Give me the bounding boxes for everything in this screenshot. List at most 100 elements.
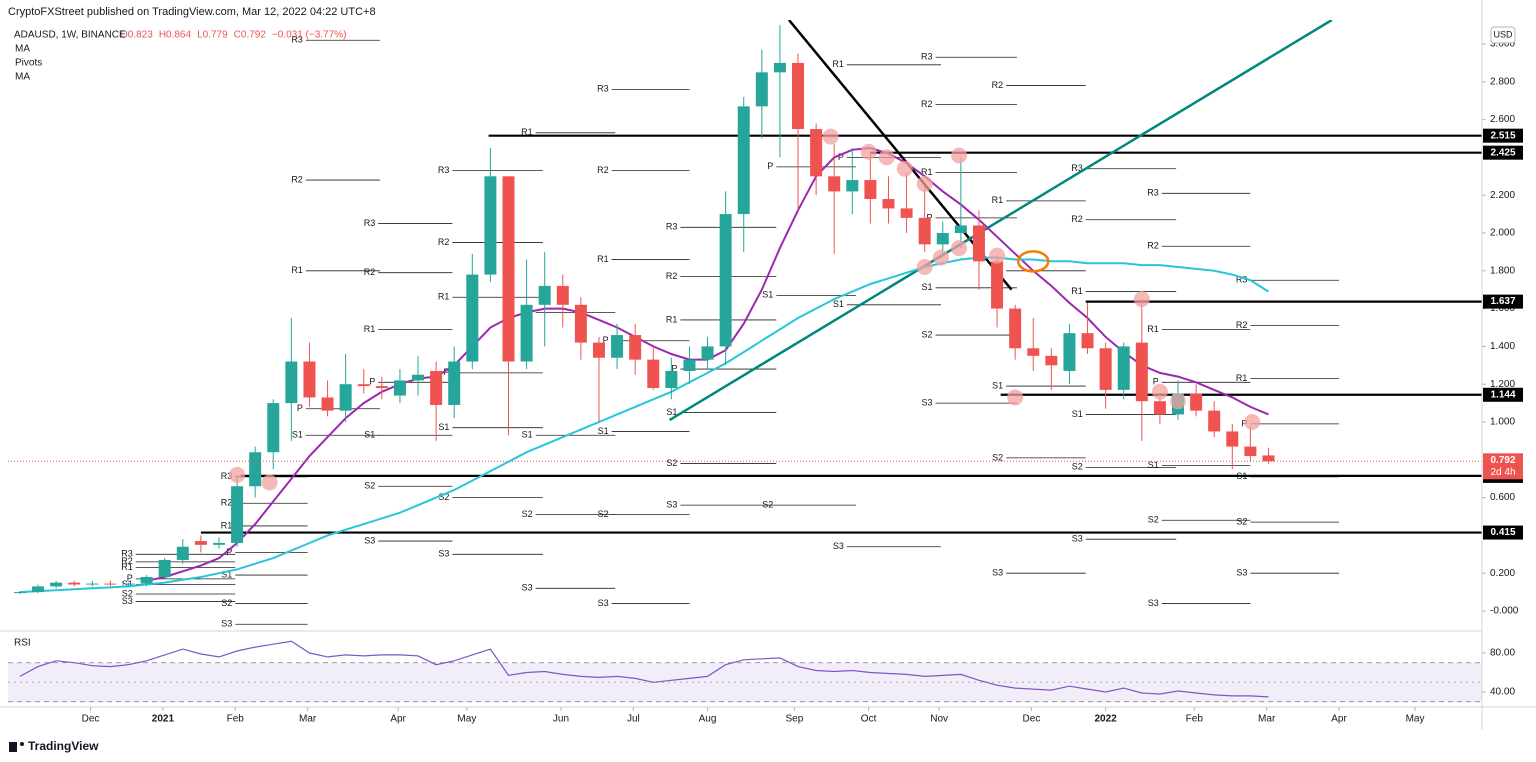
x-tick-label: Mar: [299, 714, 317, 725]
candle-body: [466, 274, 479, 362]
candle-body: [1063, 333, 1076, 371]
ohlc-value: C0.792: [234, 30, 267, 41]
highlight-marker: [916, 175, 933, 192]
highlight-marker: [932, 249, 949, 266]
level-label: 2.515: [1490, 130, 1515, 141]
pivot-label: S2: [364, 481, 375, 491]
pivot-label: R1: [121, 562, 133, 572]
pivot-label: S3: [221, 619, 232, 629]
candle-body: [176, 546, 189, 560]
highlight-marker: [822, 128, 839, 145]
level-label: 0.415: [1490, 527, 1515, 538]
pivot-label: S3: [1148, 598, 1159, 608]
pivot-label: S2: [666, 458, 677, 468]
pivot-label: S1: [522, 430, 533, 440]
pivot-label: R3: [921, 52, 933, 62]
pivot-label: S2: [438, 492, 449, 502]
x-tick-label: Nov: [930, 714, 948, 725]
pivot-label: P: [671, 363, 677, 373]
pivot-label: R1: [992, 195, 1004, 205]
pivot-label: R2: [438, 237, 450, 247]
candle-body: [484, 176, 497, 275]
candle-body: [158, 559, 171, 577]
candle-body: [828, 176, 841, 192]
pivot-label: S2: [762, 500, 773, 510]
candle-body: [629, 335, 642, 360]
x-tick-label: Feb: [1186, 714, 1204, 725]
rsi-pane: [8, 640, 1482, 703]
candle-body: [737, 106, 750, 215]
candle-body: [882, 198, 895, 209]
highlight-marker: [1151, 383, 1168, 400]
pivot-label: P: [226, 547, 232, 557]
highlight-marker: [1244, 413, 1261, 430]
highlight-marker: [916, 259, 933, 276]
level-box: [1483, 145, 1523, 160]
candle-body: [719, 214, 732, 347]
x-tick-label: May: [1406, 714, 1425, 725]
candle-body: [430, 370, 443, 405]
pivot-label: S3: [522, 583, 533, 593]
candle-body: [212, 542, 225, 545]
pivot-label: S3: [598, 598, 609, 608]
trendline: [668, 20, 1333, 422]
pivot-label: R2: [1236, 320, 1248, 330]
pivot-label: R2: [1147, 241, 1159, 251]
rsi-label: RSI: [14, 638, 31, 649]
x-tick-label: Dec: [1023, 714, 1041, 725]
currency-box[interactable]: [1490, 26, 1516, 44]
candle-body: [701, 346, 714, 360]
level-label: 1.637: [1490, 296, 1515, 307]
candle-body: [538, 285, 551, 305]
candle-body: [1009, 308, 1022, 349]
y-tick-label: 1.000: [1490, 417, 1515, 428]
pivot-label: P: [1153, 377, 1159, 387]
x-tick-label: Oct: [861, 714, 877, 725]
pivot-label: S1: [992, 380, 1003, 390]
y-tick-label: 2.600: [1490, 114, 1515, 125]
pivot-label: S2: [992, 452, 1003, 462]
pivot-label: R1: [521, 127, 533, 137]
candle-body: [122, 583, 135, 585]
level-box: [1483, 525, 1523, 540]
footer: TradingView: [28, 739, 99, 753]
level-label: 2.425: [1490, 147, 1515, 158]
pivot-label: R1: [921, 167, 933, 177]
orange-highlight: [1016, 250, 1050, 273]
candle-body: [1135, 342, 1148, 402]
candle-body: [1262, 455, 1275, 462]
pivot-label: S1: [438, 422, 449, 432]
highlight-marker: [1007, 389, 1024, 406]
candle-body: [792, 62, 805, 130]
candle-body: [194, 541, 207, 545]
currency: USD: [1493, 29, 1513, 39]
x-tick-label: Jun: [553, 714, 569, 725]
pivot-label: R3: [666, 222, 678, 232]
y-tick-label: 1.200: [1490, 379, 1515, 390]
pivot-label: S3: [1236, 568, 1247, 578]
pivot-label: S1: [1148, 460, 1159, 470]
candle-body: [502, 176, 515, 362]
highlight-marker: [229, 466, 246, 483]
candle-body: [592, 342, 605, 358]
highlight-marker: [896, 160, 913, 177]
x-tick-label: Jul: [627, 714, 640, 725]
candle-body: [32, 586, 45, 593]
pivot-label: P: [603, 335, 609, 345]
pivot-label: R3: [364, 218, 376, 228]
rsi-tick-label: 40.00: [1490, 687, 1515, 698]
candle-body: [665, 370, 678, 388]
pivot-label: R3: [438, 165, 450, 175]
pivot-label: R3: [291, 35, 303, 45]
tv-logo: [9, 742, 24, 752]
candle-body: [954, 225, 967, 233]
legend-ma: MA: [15, 44, 30, 55]
x-tick-label: 2022: [1095, 714, 1118, 725]
x-tick-label: 2021: [152, 714, 175, 725]
pivot-label: S2: [598, 509, 609, 519]
highlight-marker: [860, 143, 877, 160]
x-tick-label: Aug: [699, 714, 717, 725]
level-label: 1.144: [1490, 389, 1515, 400]
rsi-band: [8, 662, 1482, 702]
y-tick-label: 0.600: [1490, 492, 1515, 503]
